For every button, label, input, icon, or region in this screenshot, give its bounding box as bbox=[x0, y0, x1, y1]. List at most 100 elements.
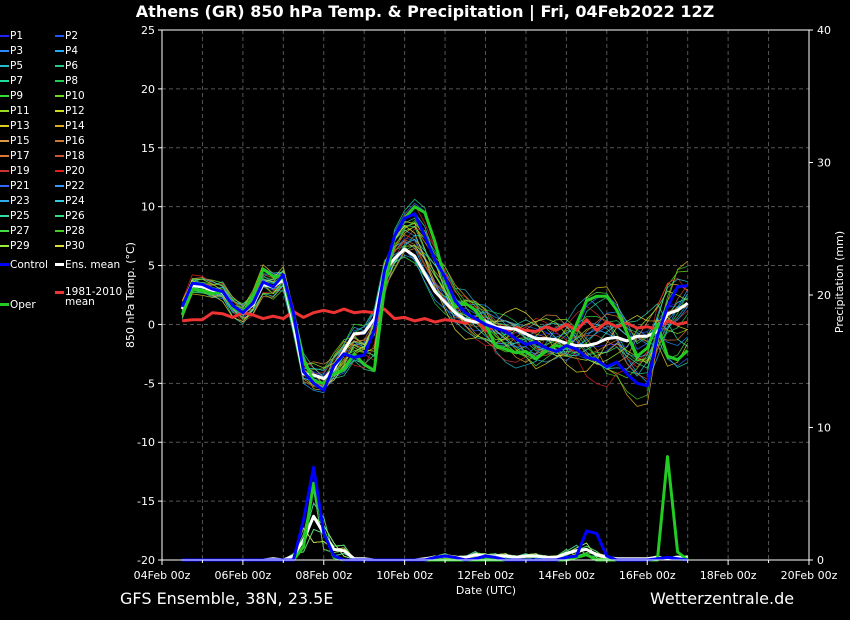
legend-swatch bbox=[55, 155, 64, 157]
y-tick-label: 5 bbox=[148, 260, 155, 273]
legend-swatch bbox=[55, 65, 64, 67]
ensemble-member-precip bbox=[182, 502, 688, 561]
y-axis-label: 850 hPa Temp. (°C) bbox=[124, 242, 137, 348]
ensemble-member-precip bbox=[182, 489, 688, 561]
ensemble-member-precip bbox=[182, 502, 688, 561]
legend-swatch bbox=[0, 140, 9, 142]
legend-label: P9 bbox=[10, 90, 24, 102]
legend-label: P30 bbox=[65, 240, 85, 252]
ensemble-member-line bbox=[181, 238, 688, 372]
legend-swatch bbox=[0, 110, 9, 112]
ensemble-member-line bbox=[181, 219, 688, 400]
ensemble-member-line bbox=[181, 224, 688, 391]
legend-label: P21 bbox=[10, 180, 30, 192]
legend-swatch bbox=[0, 185, 9, 187]
legend-swatch bbox=[55, 263, 64, 266]
ensemble-member-precip bbox=[182, 489, 688, 561]
legend-label: P22 bbox=[65, 180, 85, 192]
ensemble-member-precip bbox=[182, 502, 688, 561]
ensemble-member-precip bbox=[182, 527, 688, 561]
ensemble-member-precip bbox=[182, 527, 688, 561]
legend-label: P26 bbox=[65, 210, 85, 222]
legend-label: P7 bbox=[10, 75, 24, 87]
legend-swatch bbox=[55, 35, 64, 37]
y2-tick-label: 30 bbox=[817, 157, 831, 170]
chart-title: Athens (GR) 850 hPa Temp. & Precipitatio… bbox=[135, 2, 715, 21]
ensemble-member-precip bbox=[182, 489, 688, 561]
legend-swatch bbox=[55, 215, 64, 217]
legend-swatch bbox=[55, 80, 64, 82]
ensemble-member-precip bbox=[182, 515, 688, 561]
legend-swatch bbox=[0, 263, 9, 266]
ens-mean-temp-line bbox=[180, 247, 689, 381]
ensemble-member-precip bbox=[182, 489, 688, 561]
legend-swatch bbox=[55, 245, 64, 247]
ensemble-member-precip bbox=[182, 527, 688, 561]
legend-swatch bbox=[0, 245, 9, 247]
legend-swatch bbox=[0, 65, 9, 67]
legend-swatch bbox=[0, 155, 9, 157]
legend-swatch bbox=[0, 170, 9, 172]
legend-swatch bbox=[0, 50, 9, 52]
y-tick-label: 15 bbox=[141, 142, 155, 155]
ensemble-member-line bbox=[181, 248, 689, 386]
x-tick-label: 18Feb 00z bbox=[700, 569, 757, 582]
ensemble-member-precip bbox=[182, 502, 688, 561]
y2-axis-label: Precipitation (mm) bbox=[833, 231, 846, 333]
legend-swatch bbox=[55, 200, 64, 202]
legend-swatch bbox=[55, 170, 64, 172]
ensemble-member-precip bbox=[182, 515, 688, 561]
legend-swatch bbox=[55, 185, 64, 187]
legend: P1 P2 P3 P4 P5 P6 P7 P8 P9 P10 P11 P12 P13 P14 P15 P16 P… bbox=[0, 30, 130, 320]
x-tick-label: 16Feb 00z bbox=[619, 569, 676, 582]
legend-label: P13 bbox=[10, 120, 30, 132]
legend-label: P24 bbox=[65, 195, 85, 207]
legend-swatch bbox=[55, 110, 64, 112]
legend-swatch bbox=[0, 303, 9, 306]
legend-label: P15 bbox=[10, 135, 30, 147]
legend-label: 1981-2010 mean bbox=[65, 286, 123, 308]
legend-label: P18 bbox=[65, 150, 85, 162]
oper-temp-line bbox=[180, 205, 689, 385]
legend-swatch bbox=[55, 291, 64, 294]
legend-label: P16 bbox=[65, 135, 85, 147]
legend-label: P14 bbox=[65, 120, 85, 132]
legend-swatch bbox=[0, 125, 9, 127]
legend-label: P6 bbox=[65, 60, 79, 72]
x-tick-label: 20Feb 00z bbox=[781, 569, 838, 582]
legend-swatch bbox=[55, 230, 64, 232]
ensemble-member-precip bbox=[182, 515, 688, 561]
x-tick-label: 14Feb 00z bbox=[538, 569, 595, 582]
legend-swatch bbox=[55, 50, 64, 52]
x-tick-label: 04Feb 00z bbox=[134, 569, 191, 582]
ensemble-members bbox=[181, 198, 689, 561]
ensemble-member-precip bbox=[182, 515, 688, 561]
source-label: Wetterzentrale.de bbox=[650, 589, 795, 608]
ensemble-member-precip bbox=[182, 527, 688, 561]
y-tick-label: 0 bbox=[148, 318, 155, 331]
oper-precip-line bbox=[182, 455, 689, 562]
legend-label: P5 bbox=[10, 60, 24, 72]
legend-label: P10 bbox=[65, 90, 85, 102]
legend-swatch bbox=[0, 80, 9, 82]
legend-label: P8 bbox=[65, 75, 79, 87]
legend-label: Ens. mean bbox=[65, 259, 121, 271]
y-tick-label: -20 bbox=[137, 554, 155, 567]
y2-tick-label: 10 bbox=[817, 422, 831, 435]
legend-label: P27 bbox=[10, 225, 30, 237]
legend-swatch bbox=[0, 200, 9, 202]
legend-label: P25 bbox=[10, 210, 30, 222]
legend-label: P19 bbox=[10, 165, 30, 177]
x-axis-label: Date (UTC) bbox=[456, 584, 516, 597]
y-tick-label: -5 bbox=[144, 377, 155, 390]
x-tick-label: 10Feb 00z bbox=[376, 569, 433, 582]
legend-label: P4 bbox=[65, 45, 79, 57]
y-tick-label: 25 bbox=[141, 24, 155, 37]
legend-swatch bbox=[0, 35, 9, 37]
x-tick-label: 12Feb 00z bbox=[457, 569, 514, 582]
legend-label: P3 bbox=[10, 45, 24, 57]
ensemble-member-line bbox=[181, 250, 688, 376]
ensemble-member-precip bbox=[182, 502, 688, 561]
legend-label: P2 bbox=[65, 30, 79, 42]
